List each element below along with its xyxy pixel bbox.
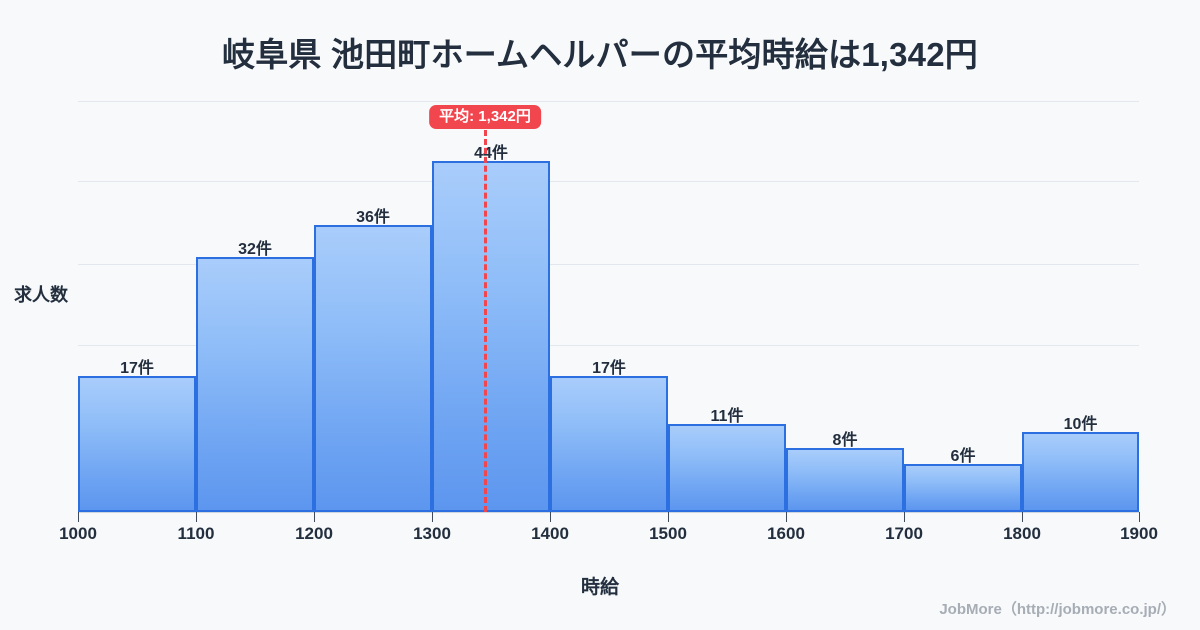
x-tick	[78, 512, 79, 522]
x-tick-label: 1800	[1003, 524, 1041, 543]
bar[interactable]	[196, 257, 314, 512]
x-tick	[314, 512, 315, 522]
y-axis-title: 求人数	[14, 285, 68, 305]
gridline	[78, 181, 1139, 182]
gridline	[78, 101, 1139, 102]
bar[interactable]	[668, 424, 786, 512]
x-tick-label: 1100	[177, 524, 215, 543]
bar-value-label: 8件	[832, 432, 858, 449]
bar-value-label: 11件	[710, 408, 744, 425]
bar[interactable]	[432, 161, 550, 512]
x-tick	[668, 512, 669, 522]
x-tick-label: 1700	[885, 524, 923, 543]
bar-value-label: 36件	[356, 209, 390, 226]
gridline	[78, 264, 1139, 265]
bar-value-label: 10件	[1063, 416, 1098, 433]
bar[interactable]	[78, 376, 196, 512]
x-tick-label: 1300	[413, 524, 451, 543]
x-tick-label: 1400	[531, 524, 569, 543]
x-tick	[550, 512, 551, 522]
bar-series	[78, 97, 1139, 512]
bar[interactable]	[314, 225, 432, 512]
page-title: 岐阜県 池田町ホームヘルパーの平均時給は1,342円	[222, 36, 978, 73]
x-tick-label: 1200	[295, 524, 333, 543]
bar-value-label: 17件	[592, 360, 626, 377]
bar[interactable]	[550, 376, 668, 512]
x-axis-title: 時給	[580, 577, 619, 598]
bar[interactable]	[1022, 432, 1139, 512]
bar-value-label: 44件	[474, 145, 508, 162]
gridline	[78, 345, 1139, 346]
x-tick-label: 1600	[767, 524, 805, 543]
x-tick	[786, 512, 787, 522]
bar-value-label: 6件	[950, 448, 976, 465]
bar[interactable]	[786, 448, 904, 512]
bar[interactable]	[904, 464, 1022, 512]
average-line	[484, 130, 487, 512]
x-axis-line	[78, 512, 1139, 513]
bar-value-label: 32件	[238, 241, 272, 258]
x-tick	[432, 512, 433, 522]
x-tick	[196, 512, 197, 522]
x-tick	[1022, 512, 1023, 522]
average-badge: 平均: 1,342円	[429, 105, 541, 129]
x-tick-label: 1000	[59, 524, 97, 543]
x-tick-label: 1500	[649, 524, 687, 543]
x-tick	[1139, 512, 1140, 522]
plot-area	[78, 97, 1139, 512]
footer-credit: JobMore（http://jobmore.co.jp/）	[939, 601, 1176, 618]
x-tick-label: 1900	[1120, 524, 1158, 543]
bar-value-label: 17件	[120, 360, 154, 377]
x-tick	[904, 512, 905, 522]
